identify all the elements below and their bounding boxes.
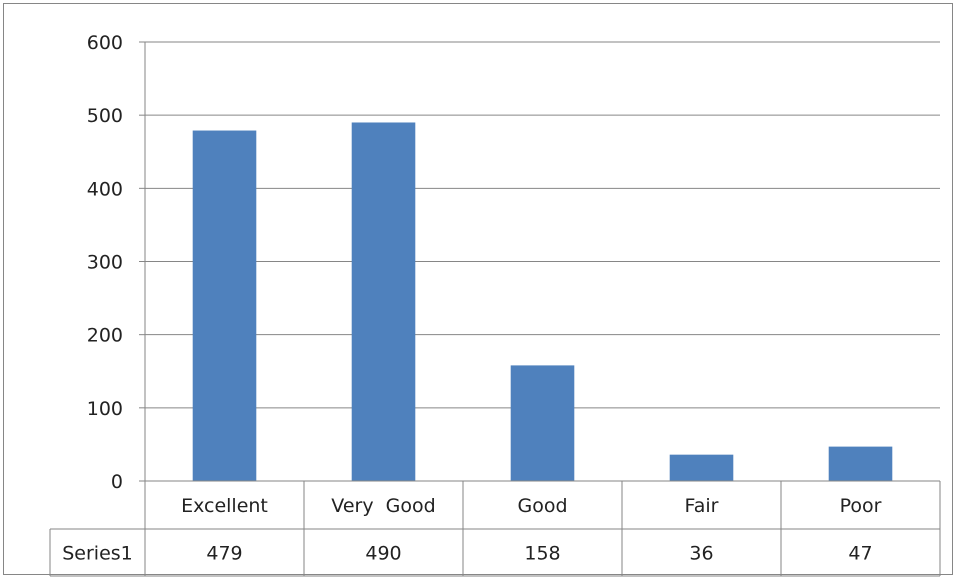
table-value-cell: 479 [206,543,242,565]
bar [828,446,893,481]
data-table: Excellent Very Good Good Fair Poor Series1 479… [49,480,941,577]
x-category-label: Excellent [181,495,268,517]
x-category-label: Very Good [331,495,435,517]
x-category-label: Good [517,495,567,517]
y-tick-label: 400 [87,178,123,200]
gridlines [144,41,940,576]
y-axis-ticks: 0 100 200 300 400 500 600 [87,32,145,493]
bar [192,130,257,481]
bars [192,122,893,481]
chart-frame [3,3,953,575]
bar [351,122,416,481]
y-tick-label: 500 [87,105,123,127]
table-series-name: Series1 [62,543,133,565]
y-tick-label: 300 [87,252,123,274]
table-value-cell: 36 [689,543,713,565]
y-tick-label: 0 [111,471,123,493]
x-category-label: Fair [685,495,719,517]
x-category-label: Poor [840,495,882,517]
bar [669,454,734,481]
table-value-cell: 47 [848,543,872,565]
bar [510,365,575,481]
y-tick-label: 100 [87,398,123,420]
table-value-cell: 158 [524,543,560,565]
y-tick-label: 200 [87,325,123,347]
table-value-cell: 490 [365,543,401,565]
y-tick-label: 600 [87,32,123,54]
